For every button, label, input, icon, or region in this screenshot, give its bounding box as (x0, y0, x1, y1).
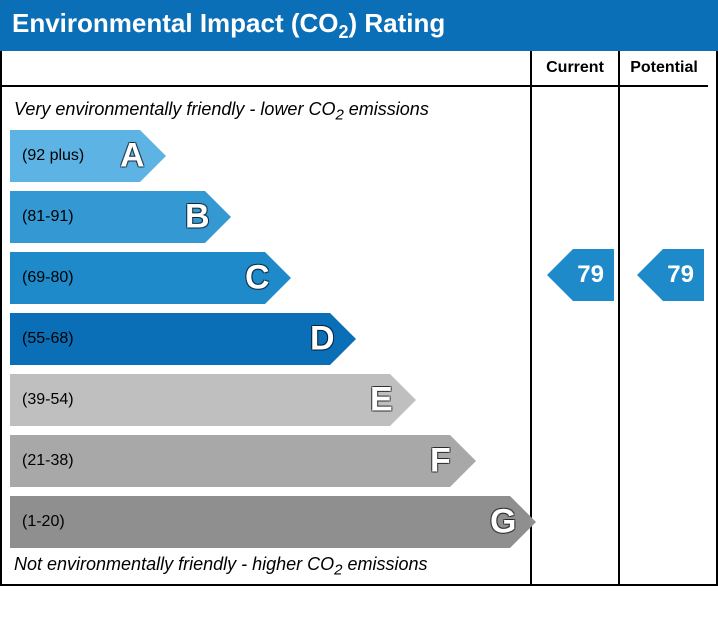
band-bar: (69-80)C (10, 252, 265, 304)
bands-list: (92 plus) A (81-91) B (69-80) C (55-68) D (39-54… (10, 130, 522, 548)
band-letter: E (370, 380, 393, 419)
title-prefix: Environmental Impact (CO (12, 8, 339, 38)
band-d: (55-68) D (10, 313, 522, 365)
band-range-label: (92 plus) (10, 147, 84, 165)
potential-value-arrow: 79 (663, 249, 704, 301)
band-letter: A (120, 136, 145, 175)
title-suffix: ) Rating (349, 8, 446, 38)
potential-column: 79 (620, 87, 708, 584)
band-range-label: (1-20) (10, 513, 65, 531)
band-f: (21-38) F (10, 435, 522, 487)
current-column: 79 (532, 87, 620, 584)
caption-bottom: Not environmentally friendly - higher CO… (10, 548, 522, 581)
band-letter: B (185, 197, 210, 236)
header-current: Current (532, 51, 620, 87)
band-bar: (39-54) E (10, 374, 390, 426)
epc-rating-widget: Environmental Impact (CO2) Rating Curren… (0, 0, 718, 586)
band-range-label: (39-54) (10, 391, 74, 409)
bands-panel: Very environmentally friendly - lower CO… (2, 87, 532, 584)
band-c: (69-80) C (10, 252, 522, 304)
band-range-label: (69-80) (10, 269, 74, 287)
current-value-arrow: 79 (573, 249, 614, 301)
band-letter: G (490, 502, 516, 541)
band-a: (92 plus) A (10, 130, 522, 182)
band-letter: D (310, 319, 335, 358)
band-range-label: (21-38) (10, 452, 74, 470)
band-g: (1-20) G (10, 496, 522, 548)
band-letter: C (245, 258, 270, 297)
caption-top: Very environmentally friendly - lower CO… (10, 95, 522, 130)
band-bar: (1-20)G (10, 496, 510, 548)
band-tip (390, 374, 416, 426)
band-range-label: (55-68) (10, 330, 74, 348)
band-bar: (21-38) F (10, 435, 450, 487)
arrow-tip (547, 249, 573, 301)
band-e: (39-54) E (10, 374, 522, 426)
band-b: (81-91) B (10, 191, 522, 243)
band-tip (450, 435, 476, 487)
arrow-tip (637, 249, 663, 301)
band-bar: (81-91)B (10, 191, 205, 243)
band-bar: (55-68)D (10, 313, 330, 365)
rating-grid: Current Potential Very environmentally f… (0, 51, 718, 586)
band-range-label: (81-91) (10, 208, 74, 226)
band-letter: F (430, 441, 451, 480)
band-bar: (92 plus)A (10, 130, 140, 182)
header-potential: Potential (620, 51, 708, 87)
title-bar: Environmental Impact (CO2) Rating (0, 0, 718, 51)
title-subscript: 2 (339, 22, 349, 42)
header-empty (2, 51, 532, 87)
